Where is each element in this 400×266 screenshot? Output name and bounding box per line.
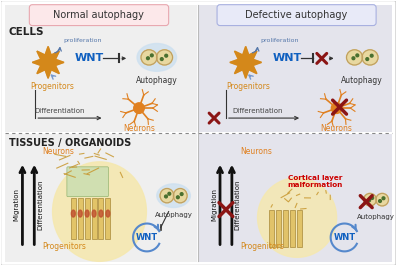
Text: Neurons: Neurons [123, 124, 155, 133]
Text: WNT: WNT [75, 53, 104, 63]
Text: Progenitors: Progenitors [42, 242, 86, 251]
Text: CELLS: CELLS [8, 27, 44, 36]
Text: Differentiation: Differentiation [35, 108, 85, 114]
Text: Normal autophagy: Normal autophagy [53, 10, 144, 20]
Bar [290, 210, 295, 247]
Circle shape [165, 195, 167, 198]
Bar [5, 5, 197, 132]
Text: WNT: WNT [272, 53, 302, 63]
FancyBboxPatch shape [67, 167, 108, 197]
Text: Migration: Migration [14, 188, 20, 221]
Circle shape [160, 58, 163, 60]
Ellipse shape [137, 43, 176, 71]
Text: Progenitors: Progenitors [226, 82, 270, 91]
Bar [5, 134, 197, 262]
Ellipse shape [364, 193, 376, 206]
Circle shape [331, 103, 342, 113]
Text: proliferation: proliferation [63, 38, 102, 43]
Ellipse shape [99, 210, 103, 217]
Circle shape [379, 200, 382, 202]
Text: Defective autophagy: Defective autophagy [245, 10, 347, 20]
Circle shape [168, 192, 171, 195]
Circle shape [368, 199, 370, 202]
Ellipse shape [173, 189, 187, 203]
Circle shape [146, 57, 149, 60]
Circle shape [371, 197, 374, 200]
Polygon shape [230, 47, 262, 78]
Ellipse shape [258, 178, 336, 257]
Text: Autophagy: Autophagy [357, 214, 395, 219]
Text: Progenitors: Progenitors [240, 242, 284, 251]
FancyBboxPatch shape [29, 5, 169, 26]
Bar [71, 198, 76, 239]
Bar [283, 210, 288, 247]
Circle shape [180, 193, 183, 196]
Text: Neurons: Neurons [42, 147, 74, 156]
Ellipse shape [376, 193, 388, 206]
Text: Progenitors: Progenitors [30, 82, 74, 91]
Circle shape [150, 54, 153, 57]
Polygon shape [230, 47, 262, 78]
Bar [199, 134, 392, 262]
Text: Differentiation: Differentiation [37, 179, 43, 230]
Text: WNT: WNT [334, 233, 356, 242]
Text: proliferation: proliferation [260, 38, 299, 43]
Ellipse shape [160, 189, 174, 203]
Text: Migration: Migration [211, 188, 217, 221]
Bar [85, 198, 90, 239]
Bar [78, 198, 83, 239]
Text: Neurons: Neurons [321, 124, 352, 133]
Ellipse shape [141, 50, 157, 65]
Bar [106, 198, 110, 239]
Text: Neurons: Neurons [240, 147, 272, 156]
Circle shape [366, 58, 369, 60]
Text: Autophagy: Autophagy [155, 211, 192, 218]
Text: Autophagy: Autophagy [136, 76, 178, 85]
Text: TISSUES / ORGANOIDS: TISSUES / ORGANOIDS [8, 138, 131, 148]
Ellipse shape [157, 184, 190, 207]
Text: Differentiation: Differentiation [235, 179, 241, 230]
Ellipse shape [106, 210, 110, 217]
Bar [98, 198, 104, 239]
Polygon shape [32, 47, 64, 78]
Text: WNT: WNT [136, 233, 158, 242]
Ellipse shape [362, 50, 378, 65]
Ellipse shape [71, 210, 75, 217]
Polygon shape [32, 47, 64, 78]
Ellipse shape [346, 50, 362, 65]
Text: Cortical layer
malformation: Cortical layer malformation [287, 175, 342, 188]
Circle shape [370, 54, 373, 57]
Bar [276, 210, 281, 247]
Ellipse shape [78, 210, 82, 217]
Text: Differentiation: Differentiation [232, 108, 283, 114]
Circle shape [356, 54, 359, 57]
Circle shape [176, 196, 179, 199]
Ellipse shape [85, 210, 89, 217]
Circle shape [352, 57, 355, 60]
Ellipse shape [92, 210, 96, 217]
Bar [297, 210, 302, 247]
Ellipse shape [52, 162, 146, 261]
Circle shape [134, 103, 144, 113]
Circle shape [382, 197, 385, 200]
Ellipse shape [156, 50, 172, 65]
Bar [199, 5, 392, 132]
Circle shape [165, 54, 168, 57]
Bar [270, 210, 274, 247]
FancyBboxPatch shape [217, 5, 376, 26]
Bar [92, 198, 96, 239]
Text: Autophagy: Autophagy [342, 76, 383, 85]
